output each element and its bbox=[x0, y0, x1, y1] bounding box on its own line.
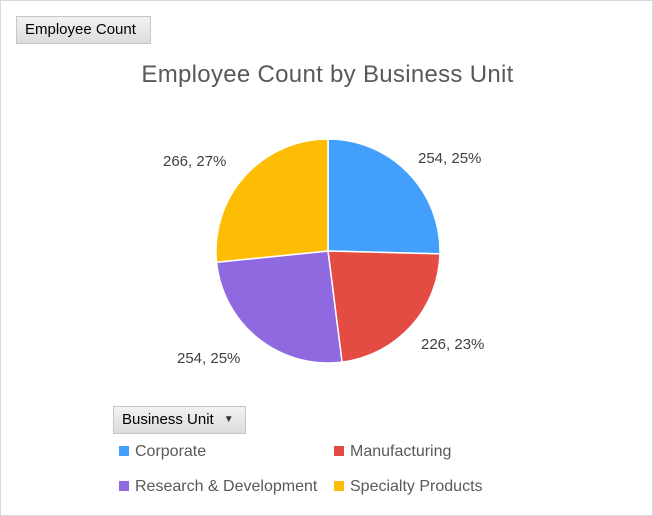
chart-title: Employee Count by Business Unit bbox=[141, 61, 514, 88]
legend-label: Manufacturing bbox=[350, 443, 452, 460]
legend-swatch-specialty-products bbox=[334, 481, 344, 491]
pie-chart: 254, 25% 226, 23% 254, 25% 266, 27% bbox=[163, 138, 484, 367]
legend-item-research-development: Research & Development bbox=[119, 478, 317, 496]
value-field-button[interactable]: Employee Count bbox=[16, 16, 151, 44]
legend-swatch-corporate bbox=[119, 446, 129, 456]
legend-item-specialty-products: Specialty Products bbox=[334, 478, 483, 496]
data-label-research-development: 254, 25% bbox=[177, 350, 240, 367]
legend-label: Research & Development bbox=[135, 478, 318, 495]
legend-swatch-manufacturing bbox=[334, 446, 344, 456]
legend-label: Corporate bbox=[135, 443, 207, 460]
legend-item-corporate: Corporate bbox=[119, 443, 206, 461]
pie-slice-manufacturing[interactable] bbox=[327, 250, 441, 363]
axis-field-label: Business Unit bbox=[122, 411, 214, 428]
legend-swatch-research-development bbox=[119, 481, 129, 491]
axis-field-button[interactable]: Business Unit ▼ bbox=[113, 406, 246, 434]
data-label-manufacturing: 226, 23% bbox=[421, 336, 484, 353]
pie-slice-corporate[interactable] bbox=[327, 138, 441, 255]
data-label-corporate: 254, 25% bbox=[418, 150, 481, 167]
pie-slice-research-development[interactable] bbox=[215, 250, 343, 364]
legend-item-manufacturing: Manufacturing bbox=[334, 443, 451, 461]
data-label-specialty-products: 266, 27% bbox=[163, 153, 226, 170]
legend-label: Specialty Products bbox=[350, 478, 483, 495]
pie-slice-specialty-products[interactable] bbox=[215, 138, 329, 264]
chevron-down-icon[interactable]: ▼ bbox=[223, 414, 234, 426]
